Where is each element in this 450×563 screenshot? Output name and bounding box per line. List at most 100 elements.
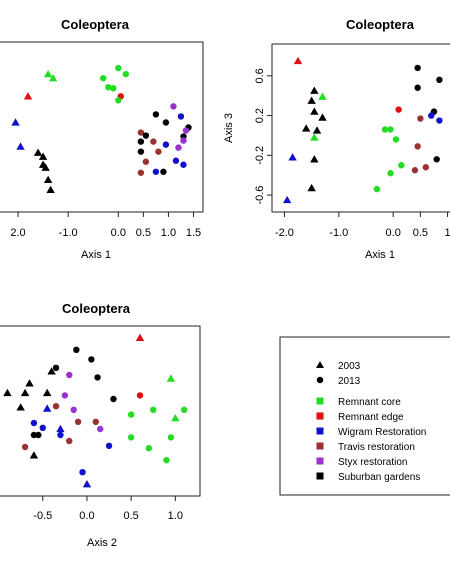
legend-swatch-travis <box>316 442 324 450</box>
plot-frame <box>0 325 201 497</box>
data-point-2003-suburban <box>301 124 311 132</box>
plot-frame <box>271 43 450 213</box>
data-point-2013-remnant-core <box>115 97 122 104</box>
data-point-2003-wigram <box>56 424 65 433</box>
y-tick-label: -0.6 <box>254 186 266 205</box>
data-point-2013-travis <box>137 169 145 176</box>
data-point-2013-suburban <box>137 138 145 145</box>
data-point-2013-styx <box>70 406 77 413</box>
data-point-2003-suburban <box>307 183 316 192</box>
data-point-2013-travis <box>411 167 419 174</box>
plot-frame <box>0 41 204 213</box>
data-point-2003-suburban <box>38 152 48 160</box>
data-point-2013-remnant-core <box>381 126 389 133</box>
data-point-2013-travis <box>52 403 60 410</box>
data-point-2013-remnant-core <box>163 457 170 464</box>
data-point-2003-suburban <box>25 379 34 387</box>
data-point-2013-suburban <box>152 111 160 118</box>
data-point-2013-suburban <box>35 431 42 439</box>
data-point-2013-styx <box>66 371 73 379</box>
data-point-2013-styx <box>97 425 104 433</box>
legend-swatch-remnant-edge <box>316 412 324 420</box>
x-axis-label: Axis 2 <box>87 537 117 549</box>
data-point-2013-remnant-core <box>398 162 405 169</box>
data-point-2013-wigram <box>79 469 86 476</box>
data-point-2013-travis <box>66 437 73 445</box>
data-point-2013-styx <box>182 127 190 134</box>
x-tick-label: -1.0 <box>59 227 78 239</box>
data-point-2013-remnant-core <box>373 185 381 193</box>
legend-site-label: Remnant core <box>338 397 401 408</box>
data-point-2003-suburban <box>47 367 56 375</box>
data-point-2003-suburban <box>33 148 43 156</box>
data-point-2013-remnant-core <box>127 411 135 418</box>
x-tick-label: 1.0 <box>161 227 176 239</box>
legend-year-label: 2013 <box>338 376 361 387</box>
chart-title: Coleoptera <box>61 17 130 32</box>
legend-site-label: Wigram Restoration <box>338 427 426 438</box>
x-tick-label: 0.0 <box>111 227 126 239</box>
data-point-2013-travis <box>150 138 157 145</box>
x-tick-label: 2.0 <box>10 227 25 239</box>
chart-title: Coleoptera <box>62 301 131 316</box>
data-point-2013-remnant-core <box>105 84 112 91</box>
data-point-2013-travis <box>142 158 150 165</box>
data-point-2013-travis <box>422 164 430 171</box>
x-axis-label: Axis 1 <box>81 249 111 261</box>
legend-swatch-wigram <box>316 427 324 435</box>
legend-box <box>279 336 450 496</box>
x-axis-label: Axis 1 <box>365 249 395 261</box>
data-point-2003-suburban <box>16 403 25 411</box>
data-point-2013-travis <box>414 143 421 150</box>
data-point-2013-remnant-core <box>180 406 188 413</box>
data-point-2003-suburban <box>307 96 316 104</box>
data-point-2013-remnant-core <box>110 85 117 92</box>
data-point-2003-wigram <box>16 142 25 150</box>
data-point-2003-remnant-core <box>318 92 327 100</box>
data-point-2013-remnant-core <box>100 74 107 82</box>
data-point-2003-remnant-core <box>310 133 319 141</box>
legend-year-label: 2003 <box>338 361 361 372</box>
data-point-2003-suburban <box>312 126 322 134</box>
data-point-2013-remnant-core <box>127 434 135 441</box>
data-point-2003-suburban <box>310 86 319 94</box>
data-point-2013-travis <box>137 129 145 136</box>
data-point-2013-wigram <box>162 141 170 148</box>
y-tick-label: 0.2 <box>254 108 266 123</box>
legend-triangle-icon <box>316 361 324 368</box>
x-tick-label: 0.5 <box>123 510 138 522</box>
data-point-2013-wigram <box>152 168 160 175</box>
legend-swatch-suburban <box>316 472 324 480</box>
x-tick-label: 1.5 <box>186 227 201 239</box>
data-point-2013-wigram <box>177 113 185 120</box>
scatter-panel-3: Coleoptera -0.5 0.0 0.5 1.0 Axis 2 <box>0 301 201 549</box>
data-point-2013-wigram <box>172 157 180 164</box>
data-point-2003-wigram <box>42 404 52 412</box>
x-tick-label: 0.5 <box>136 227 151 239</box>
data-point-2013-wigram <box>39 424 46 431</box>
data-point-2013-suburban <box>137 148 145 155</box>
data-point-2013-styx <box>175 144 182 151</box>
data-point-2013-remnant-core <box>167 434 175 441</box>
data-point-2013-remnant-core <box>122 70 130 78</box>
data-point-2013-suburban <box>414 84 421 91</box>
x-tick-label: -2.0 <box>275 227 294 239</box>
data-point-2013-travis <box>74 418 82 425</box>
data-point-2003-wigram <box>82 480 92 488</box>
x-tick-label: 1 <box>445 227 450 239</box>
legend-site-label: Travis restoration <box>338 442 415 453</box>
data-point-2013-styx <box>180 137 187 144</box>
data-point-2013-suburban <box>94 374 101 381</box>
data-point-2013-travis <box>21 443 29 451</box>
data-point-2003-suburban <box>318 113 327 121</box>
data-point-2013-remnant-core <box>150 406 157 413</box>
data-point-2013-wigram <box>436 117 443 124</box>
data-point-2013-suburban <box>433 156 440 163</box>
data-point-2013-wigram <box>105 442 113 449</box>
data-point-2013-suburban <box>73 346 80 353</box>
x-tick-label: 0.0 <box>79 510 94 522</box>
data-point-2003-remnant-core <box>43 69 53 78</box>
data-point-2013-remnant-edge <box>136 392 144 399</box>
data-point-2003-suburban <box>20 388 30 397</box>
